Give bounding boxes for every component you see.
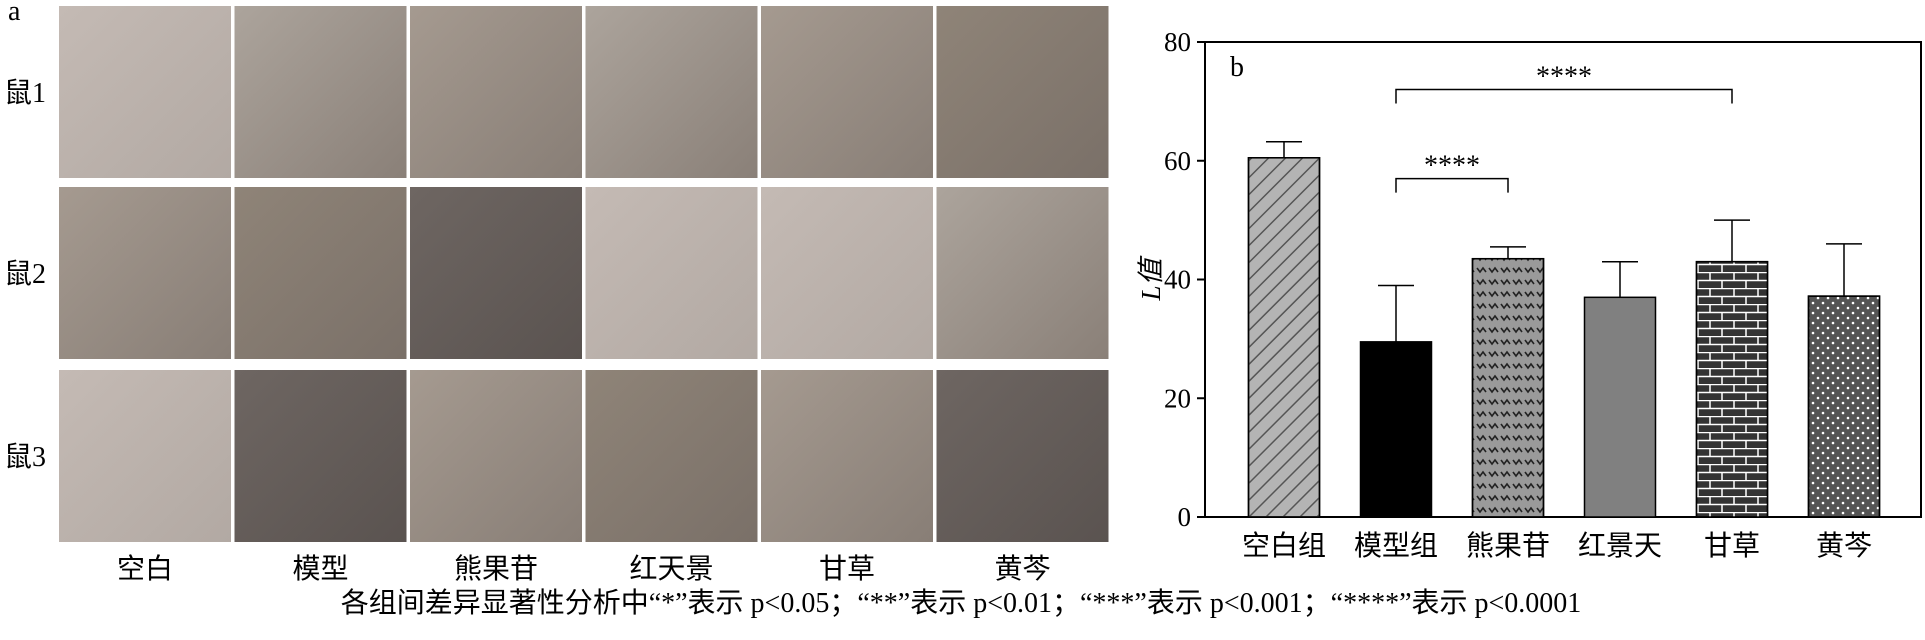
error-bar — [1714, 219, 1750, 262]
y-axis-label: L值 — [1136, 254, 1166, 301]
column-label: 甘草 — [819, 553, 875, 585]
significance-bracket — [1395, 177, 1509, 193]
column-label: 熊果苷 — [454, 553, 538, 585]
skin-photo — [936, 6, 1109, 178]
skin-photo — [59, 6, 231, 178]
error-bar — [1378, 284, 1414, 342]
column-label: 模型 — [292, 553, 348, 585]
x-tick-label: 甘草 — [1704, 530, 1760, 562]
bar-pattern — [1807, 295, 1881, 518]
skin-photo — [410, 187, 582, 359]
skin-photo — [761, 370, 933, 542]
column-label: 黄芩 — [994, 553, 1050, 585]
skin-photo — [936, 370, 1109, 542]
error-bar — [1602, 260, 1638, 298]
significance-label: **** — [1536, 62, 1592, 93]
significance-label: **** — [1424, 151, 1480, 182]
skin-photo — [585, 370, 758, 542]
row-label: 鼠1 — [4, 77, 46, 109]
y-tick-label: 80 — [1164, 27, 1191, 57]
skin-photo — [234, 187, 407, 359]
skin-photo — [761, 6, 933, 178]
bar-pattern — [1471, 257, 1545, 518]
skin-photo — [59, 187, 231, 359]
x-tick-label: 熊果苷 — [1466, 530, 1550, 562]
skin-photo — [410, 370, 582, 542]
y-tick-label: 0 — [1178, 502, 1192, 532]
y-tick-label: 40 — [1164, 265, 1191, 295]
column-label: 空白 — [117, 553, 173, 585]
skin-photo — [234, 6, 407, 178]
skin-photo — [585, 187, 758, 359]
skin-photo — [936, 187, 1109, 359]
error-bar — [1490, 246, 1526, 259]
bar — [1583, 296, 1657, 518]
x-tick-label: 空白组 — [1242, 530, 1326, 562]
panel-label: a — [8, 0, 21, 27]
skin-photo — [59, 370, 231, 542]
panel-label: b — [1230, 52, 1244, 83]
x-tick-label: 红景天 — [1578, 530, 1662, 562]
x-tick-label: 黄芩 — [1816, 530, 1872, 562]
bar-pattern — [1695, 260, 1769, 518]
significance-bracket — [1395, 88, 1733, 104]
y-tick-label: 20 — [1164, 383, 1191, 413]
skin-photo — [234, 370, 407, 542]
bar — [1359, 341, 1433, 518]
skin-photo — [585, 6, 758, 178]
column-label: 红天景 — [629, 553, 713, 585]
row-label: 鼠3 — [4, 441, 46, 473]
y-tick-label: 60 — [1164, 146, 1191, 176]
error-bar — [1266, 141, 1302, 158]
skin-photo — [761, 187, 933, 359]
x-tick-label: 模型组 — [1354, 530, 1438, 562]
row-label: 鼠2 — [4, 258, 46, 290]
photo-grid: a 鼠1 鼠2 鼠3 空白 模型 熊果苷 红天景 甘草 黄芩 — [4, 0, 1109, 585]
caption: 各组间差异显著性分析中“*”表示 p<0.05；“**”表示 p<0.01；“*… — [341, 587, 1582, 619]
skin-photo — [410, 6, 582, 178]
error-bar — [1826, 243, 1862, 297]
bar-pattern — [1247, 157, 1321, 518]
